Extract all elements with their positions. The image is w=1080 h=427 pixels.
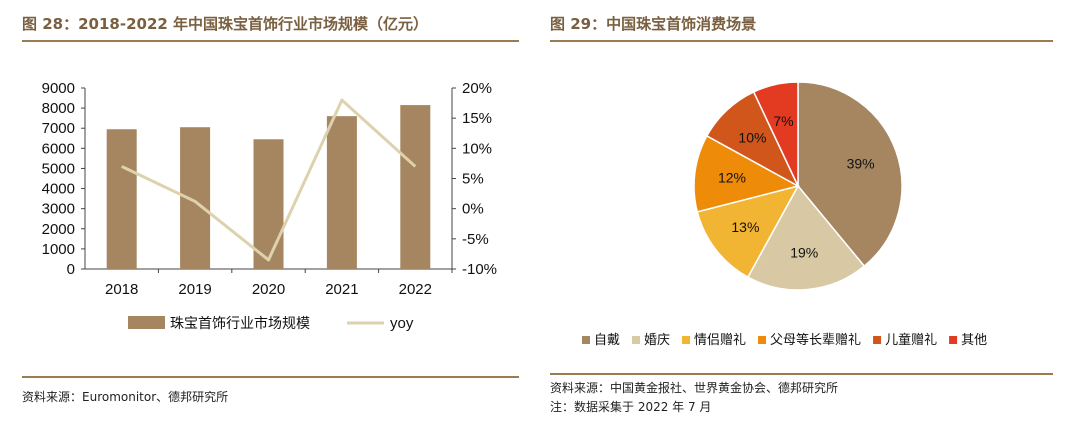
right-tick-label: 0%	[462, 201, 484, 218]
left-tick-label: 3000	[42, 201, 75, 218]
pie-slice-0	[797, 81, 903, 268]
yoy-line	[121, 98, 417, 262]
legend-swatch-4	[873, 336, 882, 344]
figure-28-source: 资料来源：Euromonitor、德邦研究所	[22, 390, 229, 404]
left-tick-label: 9000	[42, 80, 75, 97]
pie-value-label-1: 19%	[790, 244, 818, 260]
legend-label-2: 情侣赠礼	[694, 332, 746, 348]
pie-slice-2	[696, 184, 800, 279]
legend-label-yoy: yoy	[390, 315, 414, 332]
bar-2020	[253, 139, 284, 269]
pie-value-label-0: 39%	[847, 155, 875, 171]
left-tick-label: 7000	[42, 120, 75, 137]
pie-value-label-2: 13%	[731, 219, 759, 235]
left-tick-label: 6000	[42, 140, 75, 157]
figure-29-source: 资料来源：中国黄金报社、世界黄金协会、德邦研究所	[550, 381, 839, 395]
right-tick-label: 15%	[462, 110, 492, 127]
legend-label-1: 婚庆	[644, 333, 670, 348]
pie-value-label-4: 10%	[738, 129, 766, 145]
figure-28-title: 图 28：2018-2022 年中国珠宝首饰行业市场规模（亿元）	[22, 15, 429, 33]
left-tick-label: 4000	[42, 181, 75, 198]
bar-2021	[326, 116, 357, 270]
legend-swatch-3	[758, 336, 767, 344]
left-tick-label: 5000	[42, 160, 75, 177]
x-tick-label-2020: 2020	[252, 281, 285, 298]
figure-28-panel: 图 28：2018-2022 年中国珠宝首饰行业市场规模（亿元） 0 1000 20…	[0, 0, 525, 427]
legend-label-market-size: 珠宝首饰行业市场规模	[170, 315, 310, 332]
right-tick-label: 20%	[462, 80, 492, 97]
legend-label-4: 儿童赠礼	[885, 332, 937, 348]
legend-label-3: 父母等长辈赠礼	[770, 332, 861, 348]
right-tick-label: -10%	[462, 261, 497, 278]
figure-29-bottom-rule	[550, 373, 1053, 375]
x-tick-label-2022: 2022	[399, 281, 432, 298]
bar-2019	[180, 127, 211, 269]
legend-swatch-0	[582, 336, 590, 344]
figure-29-panel: 图 29：中国珠宝首饰消费场景 39% 19% 13% 12% 10% 7% 自戴 婚庆 情侣赠…	[548, 0, 1058, 427]
left-tick-label: 0	[67, 261, 75, 278]
right-tick-label: 5%	[462, 171, 484, 188]
pie-value-label-5: 7%	[773, 113, 793, 129]
pie-value-label-3: 12%	[718, 170, 746, 186]
pie-slice-1	[746, 184, 866, 291]
figure-28-bottom-rule	[22, 376, 519, 378]
figure-29-note: 注：数据采集于 2022 年 7 月	[550, 400, 712, 414]
legend-label-5: 其他	[961, 333, 987, 348]
market-size-chart: 0 1000 2000 3000 4000 5000 6000 7000 8000 9000 20%…	[42, 80, 497, 332]
right-tick-label: 10%	[462, 140, 492, 157]
pie-slice-3	[693, 134, 801, 213]
legend-swatch-5	[949, 336, 958, 344]
left-tick-label: 8000	[42, 100, 75, 117]
x-tick-label-2019: 2019	[178, 281, 211, 298]
bar-2022	[400, 105, 431, 269]
figure-28-top-rule	[22, 40, 519, 42]
legend-swatch-2	[682, 336, 691, 344]
legend-swatch-1	[632, 336, 641, 344]
figure-29-top-rule	[550, 40, 1053, 42]
pie-slice-5	[752, 81, 799, 187]
left-tick-label: 2000	[42, 221, 75, 238]
right-tick-label: -5%	[462, 231, 489, 248]
legend-label-0: 自戴	[594, 333, 620, 348]
consumption-scenario-chart: 39% 19% 13% 12% 10% 7% 自戴 婚庆 情侣赠礼 父母等长辈赠礼 儿童赠礼 其他	[582, 81, 987, 348]
x-tick-label-2021: 2021	[325, 281, 358, 298]
left-tick-label: 1000	[42, 241, 75, 258]
x-tick-label-2018: 2018	[105, 281, 138, 298]
legend-swatch-market-size	[128, 316, 165, 329]
figure-29-title: 图 29：中国珠宝首饰消费场景	[550, 15, 757, 33]
bar-2018	[106, 129, 137, 269]
